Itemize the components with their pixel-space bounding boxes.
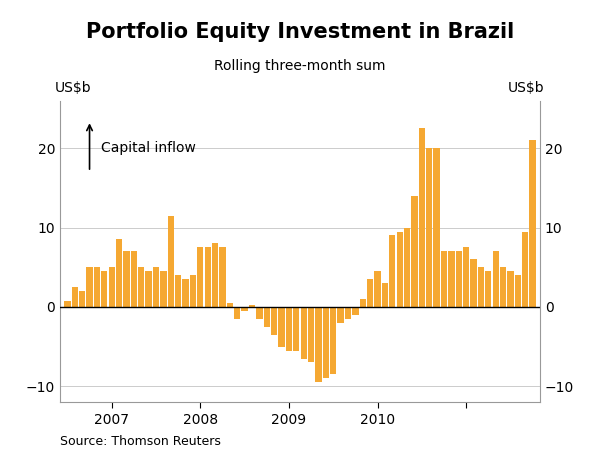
Bar: [197, 247, 203, 307]
Bar: [175, 275, 181, 307]
Text: Capital inflow: Capital inflow: [101, 141, 196, 155]
Bar: [455, 251, 462, 307]
Bar: [404, 228, 410, 307]
Bar: [293, 307, 299, 351]
Bar: [227, 303, 233, 307]
Bar: [493, 251, 499, 307]
Bar: [234, 307, 241, 319]
Bar: [286, 307, 292, 351]
Bar: [278, 307, 284, 346]
Bar: [79, 291, 85, 307]
Bar: [256, 307, 263, 319]
Bar: [508, 271, 514, 307]
Bar: [433, 148, 440, 307]
Bar: [515, 275, 521, 307]
Bar: [426, 148, 433, 307]
Bar: [138, 267, 145, 307]
Bar: [116, 239, 122, 307]
Bar: [190, 275, 196, 307]
Text: US$b: US$b: [508, 80, 545, 95]
Bar: [109, 267, 115, 307]
Bar: [337, 307, 344, 323]
Bar: [463, 247, 469, 307]
Bar: [182, 279, 188, 307]
Bar: [64, 301, 71, 307]
Title: Rolling three-month sum: Rolling three-month sum: [214, 59, 386, 73]
Bar: [485, 271, 491, 307]
Bar: [160, 271, 167, 307]
Bar: [263, 307, 270, 327]
Text: Portfolio Equity Investment in Brazil: Portfolio Equity Investment in Brazil: [86, 22, 514, 42]
Bar: [448, 251, 455, 307]
Bar: [367, 279, 373, 307]
Bar: [478, 267, 484, 307]
Bar: [167, 216, 174, 307]
Bar: [382, 283, 388, 307]
Text: US$b: US$b: [55, 80, 92, 95]
Bar: [470, 259, 476, 307]
Bar: [308, 307, 314, 362]
Bar: [220, 247, 226, 307]
Bar: [529, 140, 536, 307]
Bar: [359, 299, 366, 307]
Bar: [441, 251, 447, 307]
Bar: [352, 307, 359, 315]
Text: Source: Thomson Reuters: Source: Thomson Reuters: [60, 435, 221, 448]
Bar: [323, 307, 329, 378]
Bar: [94, 267, 100, 307]
Bar: [522, 232, 529, 307]
Bar: [249, 305, 255, 307]
Bar: [205, 247, 211, 307]
Bar: [374, 271, 380, 307]
Bar: [345, 307, 351, 319]
Bar: [389, 235, 395, 307]
Bar: [153, 267, 159, 307]
Bar: [301, 307, 307, 358]
Bar: [316, 307, 322, 383]
Bar: [500, 267, 506, 307]
Bar: [419, 128, 425, 307]
Bar: [145, 271, 152, 307]
Bar: [330, 307, 337, 374]
Bar: [212, 244, 218, 307]
Bar: [412, 196, 418, 307]
Bar: [86, 267, 92, 307]
Bar: [101, 271, 107, 307]
Bar: [124, 251, 130, 307]
Bar: [131, 251, 137, 307]
Bar: [397, 232, 403, 307]
Bar: [241, 307, 248, 311]
Bar: [271, 307, 277, 335]
Bar: [71, 287, 78, 307]
